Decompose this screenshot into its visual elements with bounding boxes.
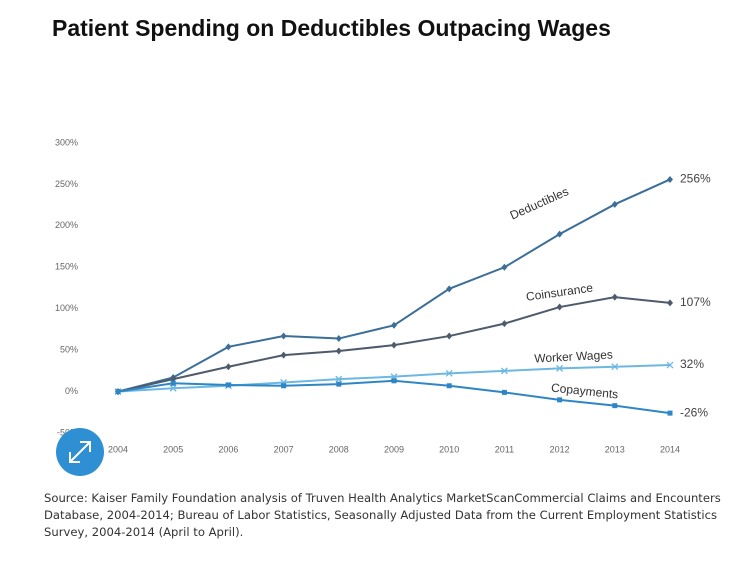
marker [280,332,287,340]
marker [501,389,507,395]
marker [667,299,673,307]
marker [667,410,673,416]
x-tick-label: 2013 [605,444,625,454]
y-tick-label: 0% [65,386,78,396]
marker [170,380,176,386]
marker [335,335,342,343]
marker [611,293,618,301]
y-tick-label: 100% [55,303,78,313]
marker [500,367,508,375]
marker [556,364,564,372]
marker [446,285,453,293]
value-label: 32% [680,357,704,371]
y-tick-label: 250% [55,179,78,189]
marker [446,383,452,389]
marker [612,403,618,409]
marker [446,332,453,340]
marker [667,175,673,183]
marker [225,363,232,371]
chart: Patient Spending on Deductibles Outpacin… [52,15,711,454]
marker [169,384,177,392]
x-tick-label: 2007 [274,444,294,454]
marker [611,200,618,208]
chart-title: Patient Spending on Deductibles Outpacin… [52,15,611,41]
marker [225,343,232,351]
marker [557,397,563,403]
marker [556,303,563,311]
marker [556,230,563,238]
series-label: Deductibles [508,184,571,222]
marker [281,383,287,389]
source-note: Source: Kaiser Family Foundation analysi… [44,491,721,539]
series-label: Coinsurance [525,281,594,304]
marker [666,361,674,369]
marker [115,389,121,395]
value-label: 107% [680,295,711,309]
x-tick-label: 2012 [550,444,570,454]
x-tick-label: 2004 [108,444,128,454]
series-label: Copayments [550,381,618,402]
marker [611,363,619,371]
marker [501,320,508,328]
marker [280,351,287,359]
x-tick-label: 2008 [329,444,349,454]
y-tick-label: -50% [57,427,78,437]
marker [335,375,343,383]
marker [501,263,508,271]
y-tick-label: 150% [55,262,78,272]
series-label: Worker Wages [534,347,613,365]
y-tick-label: 50% [60,345,78,355]
marker [391,378,397,384]
y-tick-label: 300% [55,137,78,147]
y-tick-label: 200% [55,220,78,230]
marker [391,321,397,329]
x-tick-label: 2009 [384,444,404,454]
value-label: 256% [680,172,711,186]
x-tick-label: 2011 [495,444,514,454]
marker [336,381,342,387]
marker [445,369,453,377]
x-tick-label: 2006 [218,444,238,454]
x-tick-label: 2010 [439,444,459,454]
marker [391,341,397,349]
marker [335,347,342,355]
x-tick-label: 2014 [660,444,680,454]
x-tick-label: 2005 [163,444,183,454]
value-label: -26% [680,405,708,419]
marker [225,382,231,388]
